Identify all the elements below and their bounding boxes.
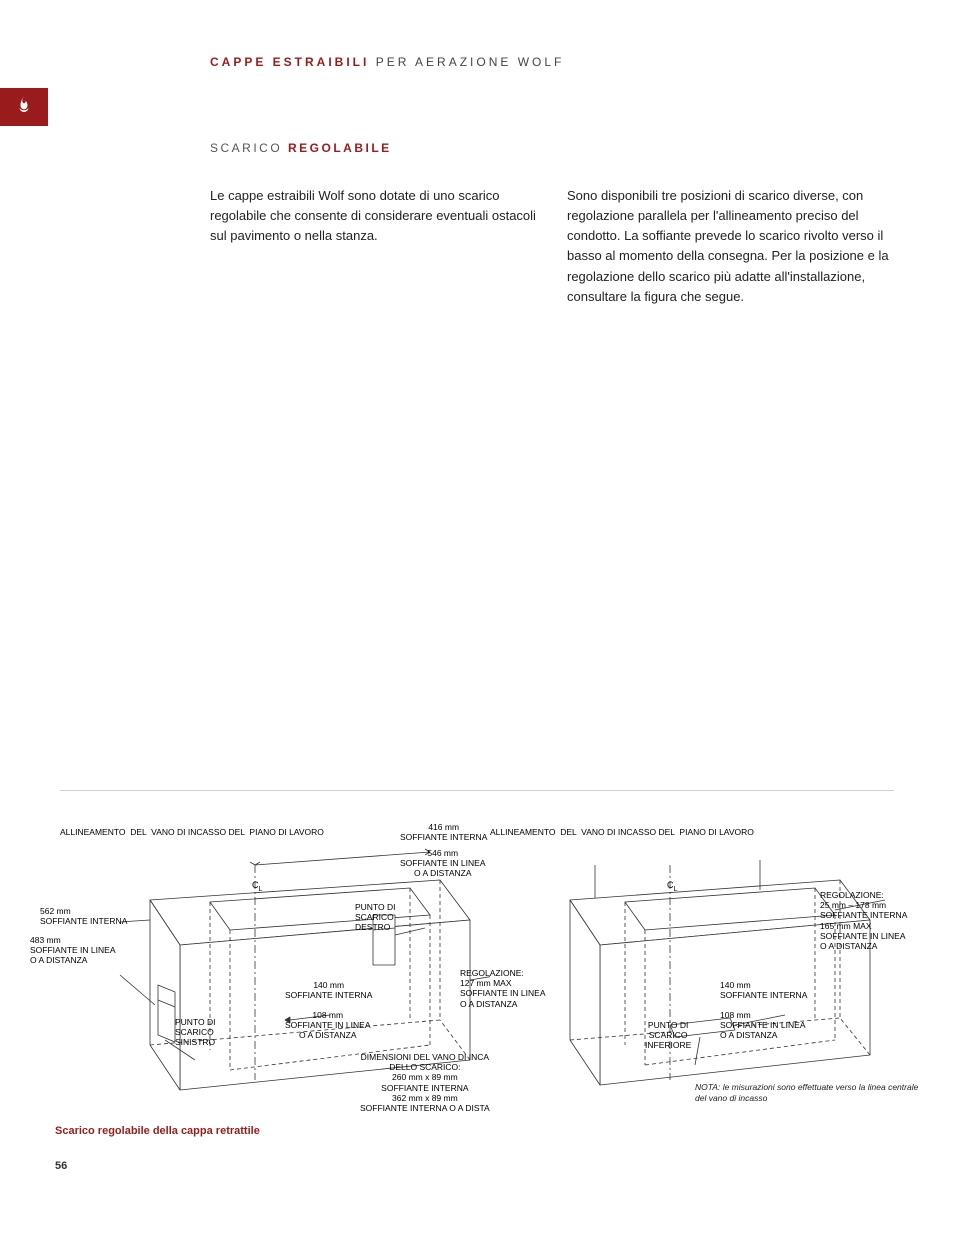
label-cl-left: CL xyxy=(252,880,262,893)
label-dim-vano: DIMENSIONI DEL VANO DI INCA DELLO SCARIC… xyxy=(360,1052,490,1113)
diagram-caption: Scarico regolabile della cappa retrattil… xyxy=(55,1125,260,1137)
label-punto-destro: PUNTO DI SCARICO DESTRO xyxy=(355,902,395,933)
page-header: CAPPE ESTRAIBILI PER AERAZIONE WOLF xyxy=(210,55,564,69)
label-483: 483 mm SOFFIANTE IN LINEA O A DISTANZA xyxy=(30,935,116,966)
page-number: 56 xyxy=(55,1160,67,1172)
label-align-right: ALLINEAMENTO DEL VANO DI INCASSO DEL PIA… xyxy=(490,827,754,837)
label-cl-right: CL xyxy=(667,880,677,893)
label-punto-inf: PUNTO DI SCARICO INFERIORE xyxy=(645,1020,691,1051)
divider xyxy=(60,790,894,791)
paragraph-left: Le cappe estraibili Wolf sono dotate di … xyxy=(210,186,537,307)
section-bold: REGOLABILE xyxy=(288,141,392,155)
label-punto-sinistro: PUNTO DI SCARICO SINISTRO xyxy=(175,1017,215,1048)
label-108-right: 108 mm SOFFIANTE IN LINEA O A DISTANZA xyxy=(720,1010,806,1041)
label-regolazione-l: REGOLAZIONE: 127 mm MAX SOFFIANTE IN LIN… xyxy=(460,968,546,1009)
diagram-area: ALLINEAMENTO DEL VANO DI INCASSO DEL PIA… xyxy=(30,820,930,1160)
label-140-right: 140 mm SOFFIANTE INTERNA xyxy=(720,980,807,1000)
section-title: SCARICO REGOLABILE xyxy=(210,141,392,155)
body-columns: Le cappe estraibili Wolf sono dotate di … xyxy=(210,186,894,307)
label-546: 546 mm SOFFIANTE IN LINEA O A DISTANZA xyxy=(400,848,486,879)
side-tab xyxy=(0,88,48,126)
diagram-right-svg xyxy=(500,820,940,1120)
flame-icon xyxy=(17,96,31,119)
label-108-left: 108 mm SOFFIANTE IN LINEA O A DISTANZA xyxy=(285,1010,371,1041)
label-regolazione-r: REGOLAZIONE: 25 mm – 178 mm SOFFIANTE IN… xyxy=(820,890,907,951)
header-bold: CAPPE ESTRAIBILI xyxy=(210,55,369,69)
section-plain: SCARICO xyxy=(210,141,288,155)
label-align-left: ALLINEAMENTO DEL VANO DI INCASSO DEL PIA… xyxy=(60,827,324,837)
paragraph-right: Sono disponibili tre posizioni di scaric… xyxy=(567,186,894,307)
label-140-left: 140 mm SOFFIANTE INTERNA xyxy=(285,980,372,1000)
label-562: 562 mm SOFFIANTE INTERNA xyxy=(40,906,127,926)
label-416: 416 mm SOFFIANTE INTERNA xyxy=(400,822,487,842)
header-rest: PER AERAZIONE WOLF xyxy=(369,55,564,69)
diagram-note: NOTA: le misurazioni sono effettuate ver… xyxy=(695,1082,925,1103)
